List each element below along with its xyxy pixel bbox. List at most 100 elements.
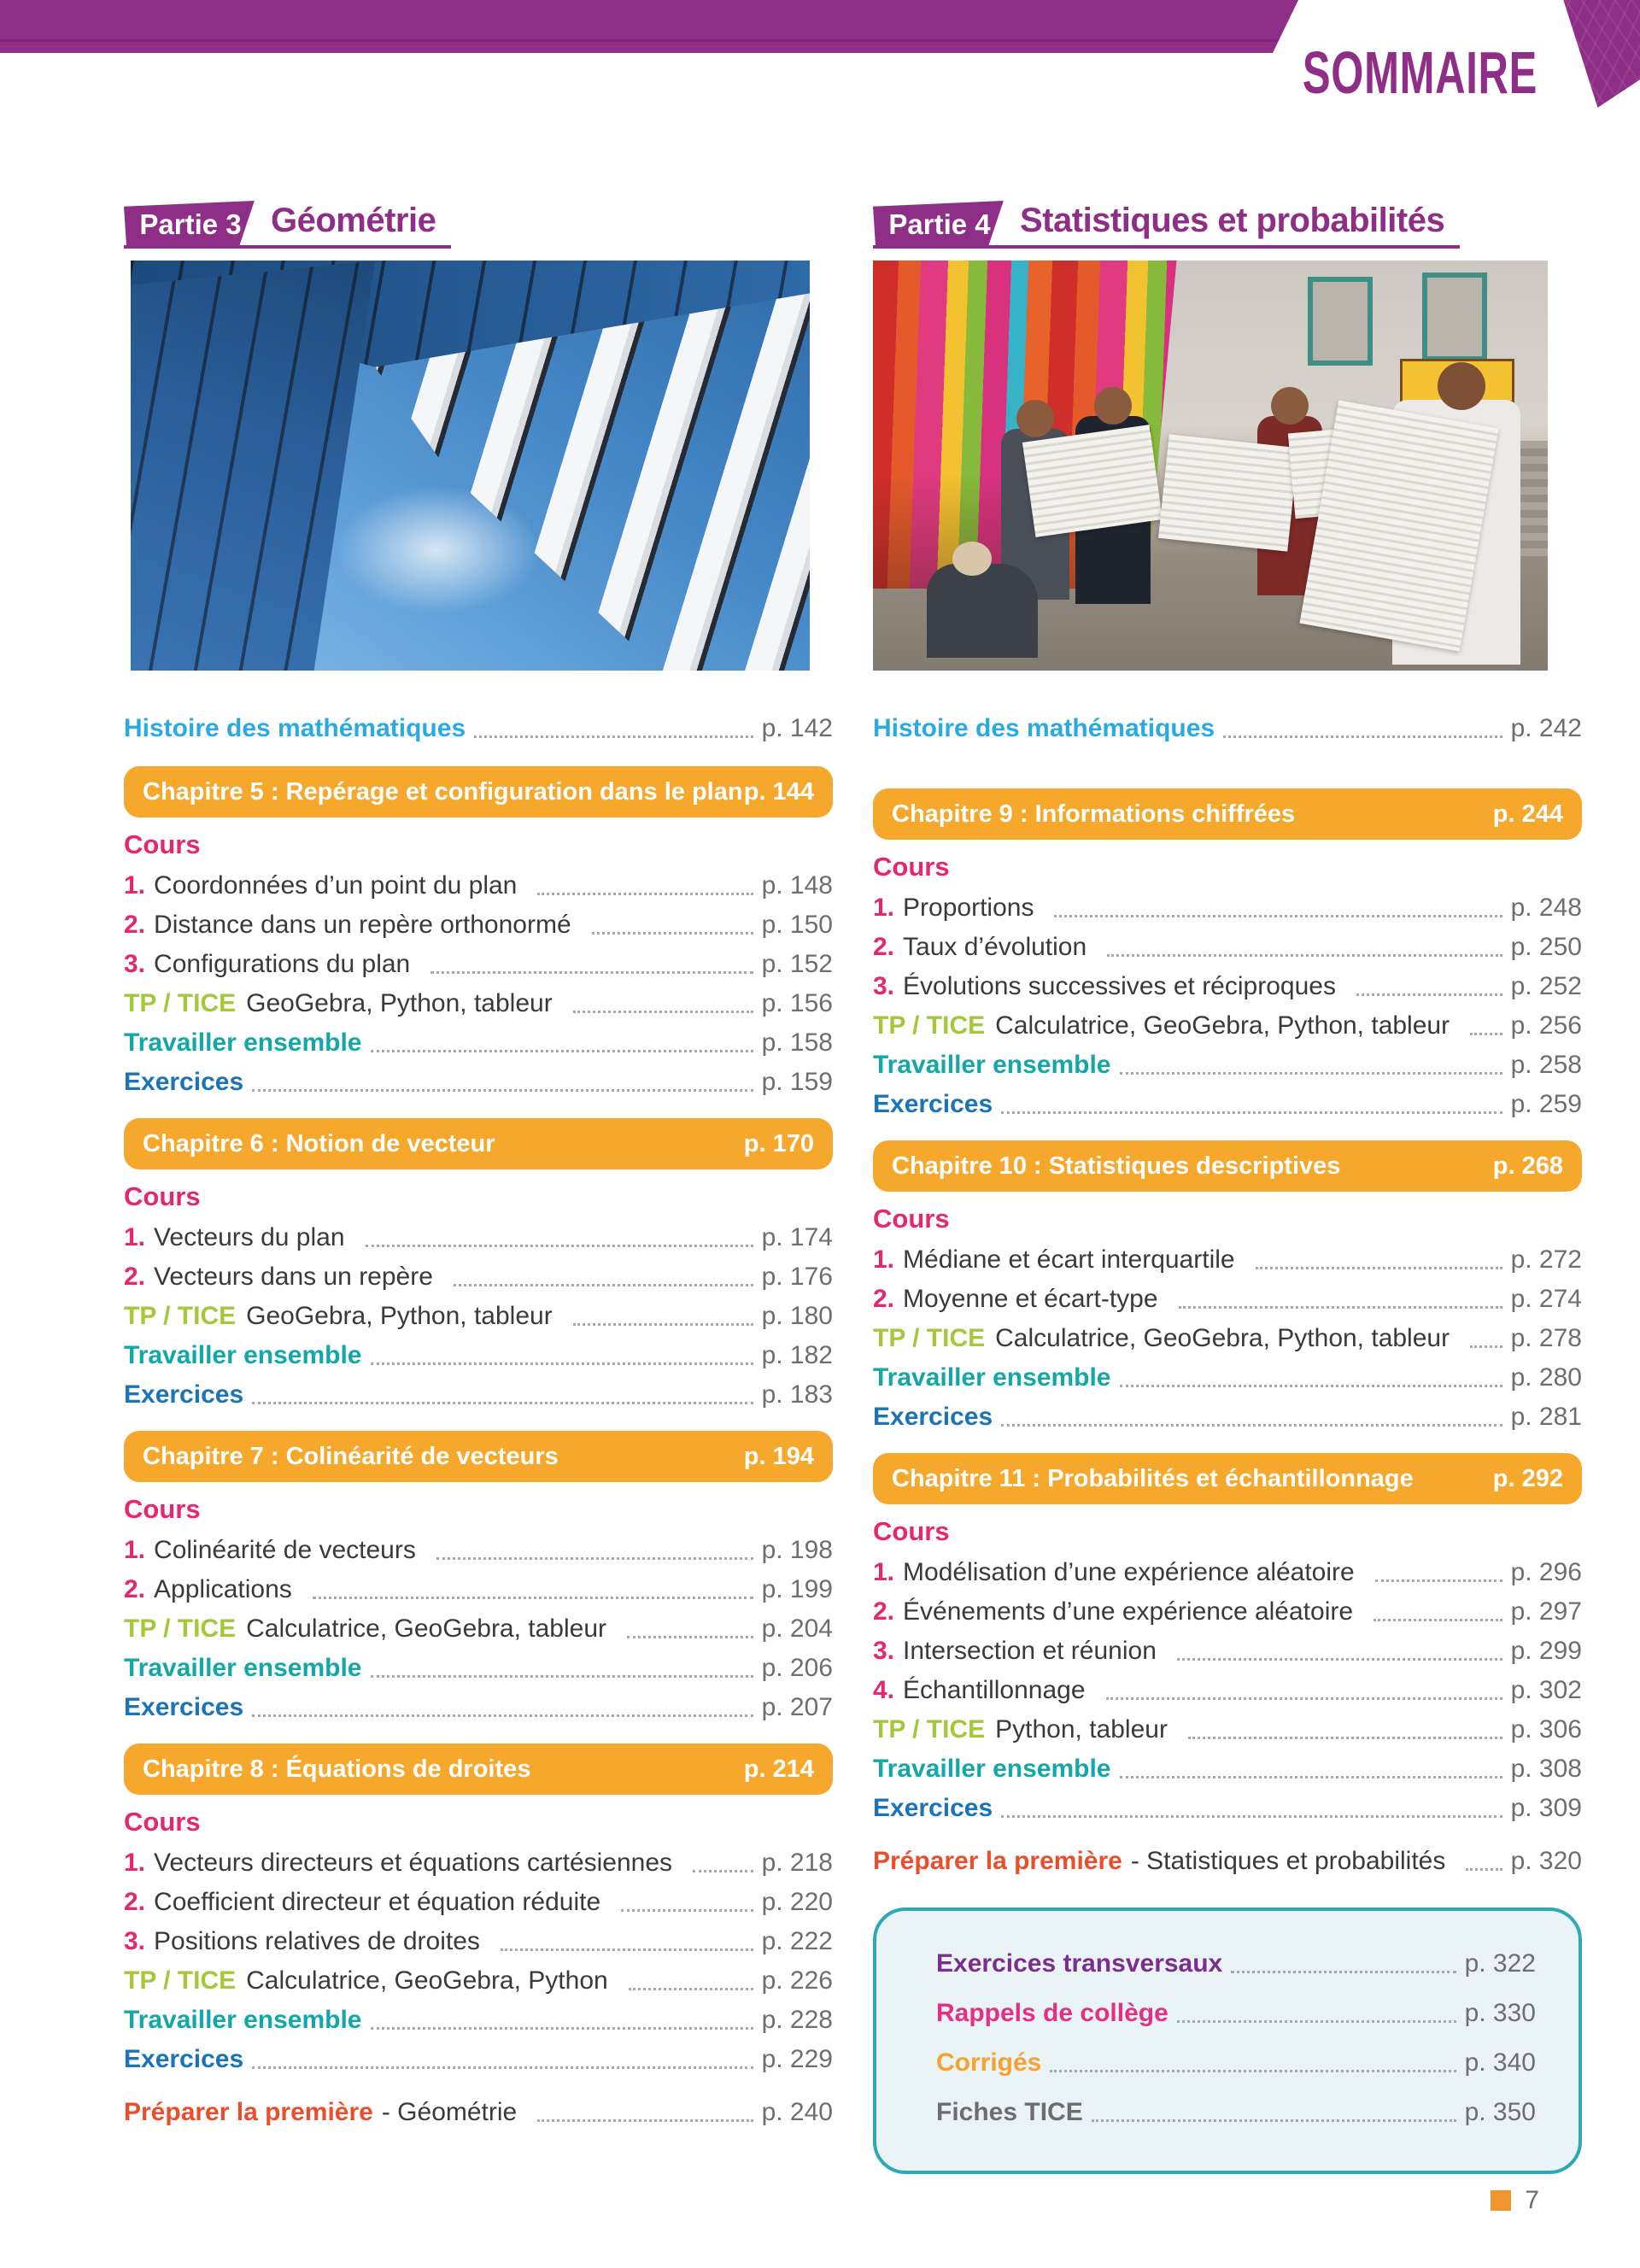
item-text: Colinéarité de vecteurs: [154, 1536, 416, 1564]
page-ref: p. 274: [1510, 1285, 1582, 1313]
item-text: Calculatrice, GeoGebra, Python, tableur: [995, 1324, 1450, 1352]
photo-detail: [1022, 424, 1163, 537]
page-ref: p. 258: [1510, 1051, 1582, 1079]
toc-entry: 2. Moyenne et écart-type p. 274: [873, 1282, 1582, 1316]
exercices-label: Exercices: [873, 1090, 993, 1118]
page-title: SOMMAIRE: [1302, 39, 1538, 106]
tp-tice-label: TP / TICE: [873, 1011, 986, 1040]
tp-tice-label: TP / TICE: [124, 1966, 237, 1995]
page-ref: p. 296: [1510, 1558, 1582, 1586]
page-ref: p. 222: [761, 1927, 833, 1955]
dotted-leader: [436, 1557, 753, 1560]
dotted-leader: [1050, 2070, 1456, 2072]
item-text: Coordonnées d’un point du plan: [154, 871, 518, 900]
item-text: Moyenne et écart-type: [903, 1285, 1158, 1313]
dotted-leader: [1178, 1306, 1502, 1309]
travailler-label: Travailler ensemble: [124, 1341, 362, 1369]
chapter-5-block: Chapitre 5 : Repérage et configuration d…: [124, 766, 833, 1099]
item-text: Événements d’une expérience aléatoire: [903, 1597, 1354, 1626]
toc-entry: 1. Vecteurs directeurs et équations cart…: [124, 1846, 833, 1880]
travailler-label: Travailler ensemble: [873, 1755, 1111, 1783]
toc-entry-exercices: Exercices p. 229: [124, 2042, 833, 2077]
page-ref: p. 320: [1510, 1847, 1582, 1875]
toc-entry: 1. Proportions p. 248: [873, 891, 1582, 925]
dotted-leader: [1176, 2020, 1456, 2023]
item-number: 1.: [124, 1849, 146, 1877]
page-ref: p. 281: [1510, 1403, 1582, 1431]
page-ref: p. 256: [1510, 1011, 1582, 1040]
toc-entry-travailler: Travailler ensemble p. 206: [124, 1651, 833, 1685]
chapter-title: Chapitre 6 : Notion de vecteur: [143, 1129, 495, 1157]
chapter-6-block: Chapitre 6 : Notion de vecteur p. 170 Co…: [124, 1118, 833, 1412]
item-text: Applications: [154, 1575, 292, 1603]
toc-entry-tp: TP / TICE GeoGebra, Python, tableur p. 1…: [124, 1299, 833, 1333]
toc-entry-annex: Rappels de collège p. 330: [936, 1996, 1536, 2031]
toc-entry: 3. Évolutions successives et réciproques…: [873, 970, 1582, 1004]
item-text: Intersection et réunion: [903, 1637, 1157, 1665]
toc-entry-travailler: Travailler ensemble p. 280: [873, 1361, 1582, 1395]
toc-entry-tp: TP / TICE Calculatrice, GeoGebra, tableu…: [124, 1612, 833, 1646]
item-text: Coefficient directeur et équation réduit…: [154, 1888, 601, 1916]
dotted-leader: [474, 735, 753, 738]
exercices-label: Exercices: [873, 1794, 993, 1822]
page-ref: p. 176: [761, 1263, 833, 1291]
page-ref: p. 306: [1510, 1715, 1582, 1743]
toc-entry-travailler: Travailler ensemble p. 182: [124, 1339, 833, 1373]
item-number: 2.: [124, 911, 146, 939]
page-ref: p. 248: [1510, 894, 1582, 922]
toc-entry-preparer: Préparer la première - Statistiques et p…: [873, 1844, 1582, 1878]
toc-entry-tp: TP / TICE GeoGebra, Python, tableur p. 1…: [124, 987, 833, 1021]
toc-entry-exercices: Exercices p. 259: [873, 1087, 1582, 1122]
preparer-label: Préparer la première: [124, 2098, 373, 2126]
chapter-page: p. 214: [743, 1755, 814, 1783]
dotted-leader: [252, 2066, 753, 2069]
page-ref: p. 142: [761, 714, 833, 742]
dotted-leader: [1187, 1737, 1502, 1739]
partie4-header: Partie 4 Statistiques et probabilités: [873, 201, 1461, 249]
chapter-header: Chapitre 6 : Notion de vecteur p. 170: [124, 1118, 833, 1169]
item-text: Configurations du plan: [154, 950, 411, 978]
page-marker-icon: [1491, 2190, 1512, 2211]
chapter-7-block: Chapitre 7 : Colinéarité de vecteurs p. …: [124, 1431, 833, 1725]
cours-label: Cours: [124, 1807, 201, 1837]
item-text: Calculatrice, GeoGebra, Python, tableur: [995, 1011, 1450, 1040]
dotted-leader: [1470, 1345, 1502, 1348]
page-number: 7: [1525, 2186, 1539, 2214]
dotted-leader: [252, 1714, 753, 1717]
item-text: Distance dans un repère orthonormé: [154, 911, 571, 939]
page-ref: p. 152: [761, 950, 833, 978]
chapter-title: Chapitre 7 : Colinéarité de vecteurs: [143, 1442, 559, 1470]
dotted-leader: [453, 1284, 753, 1286]
dotted-leader: [1001, 1111, 1502, 1114]
preparer-suffix: - Géométrie: [381, 2098, 518, 2126]
chapter-page: p. 268: [1492, 1152, 1563, 1180]
page-ref: p. 228: [761, 2006, 833, 2034]
partie4-title: Statistiques et probabilités: [1020, 201, 1445, 239]
toc-entry-tp: TP / TICE Calculatrice, GeoGebra, Python…: [873, 1009, 1582, 1043]
toc-entry-travailler: Travailler ensemble p. 308: [873, 1752, 1582, 1786]
page-ref: p. 297: [1510, 1597, 1582, 1626]
page-ref: p. 207: [761, 1693, 833, 1721]
page-ref: p. 226: [761, 1966, 833, 1995]
preparer-label: Préparer la première: [873, 1847, 1122, 1875]
histoire-label: Histoire des mathématiques: [124, 714, 466, 742]
photo-detail: [1157, 434, 1298, 552]
item-text: Taux d’évolution: [903, 933, 1087, 961]
toc-entry-exercices: Exercices p. 309: [873, 1791, 1582, 1826]
chapter-page: p. 244: [1492, 800, 1563, 828]
page-ref: p. 309: [1510, 1794, 1582, 1822]
toc-entry: 2. Taux d’évolution p. 250: [873, 930, 1582, 964]
toc-entry: 3. Configurations du plan p. 152: [124, 947, 833, 982]
travailler-label: Travailler ensemble: [873, 1051, 1111, 1079]
dotted-leader: [693, 1870, 753, 1872]
dotted-leader: [1255, 1267, 1502, 1269]
toc-entry-exercices: Exercices p. 207: [124, 1691, 833, 1725]
toc-entry: 2. Coefficient directeur et équation réd…: [124, 1885, 833, 1919]
travailler-label: Travailler ensemble: [124, 1654, 362, 1682]
exercices-label: Exercices: [873, 1403, 993, 1431]
partie4-column: Partie 4 Statistiques et probabilités Hi…: [873, 201, 1582, 2174]
tp-tice-label: TP / TICE: [124, 1302, 237, 1330]
cours-label: Cours: [124, 829, 201, 859]
page-ref: p. 299: [1510, 1637, 1582, 1665]
